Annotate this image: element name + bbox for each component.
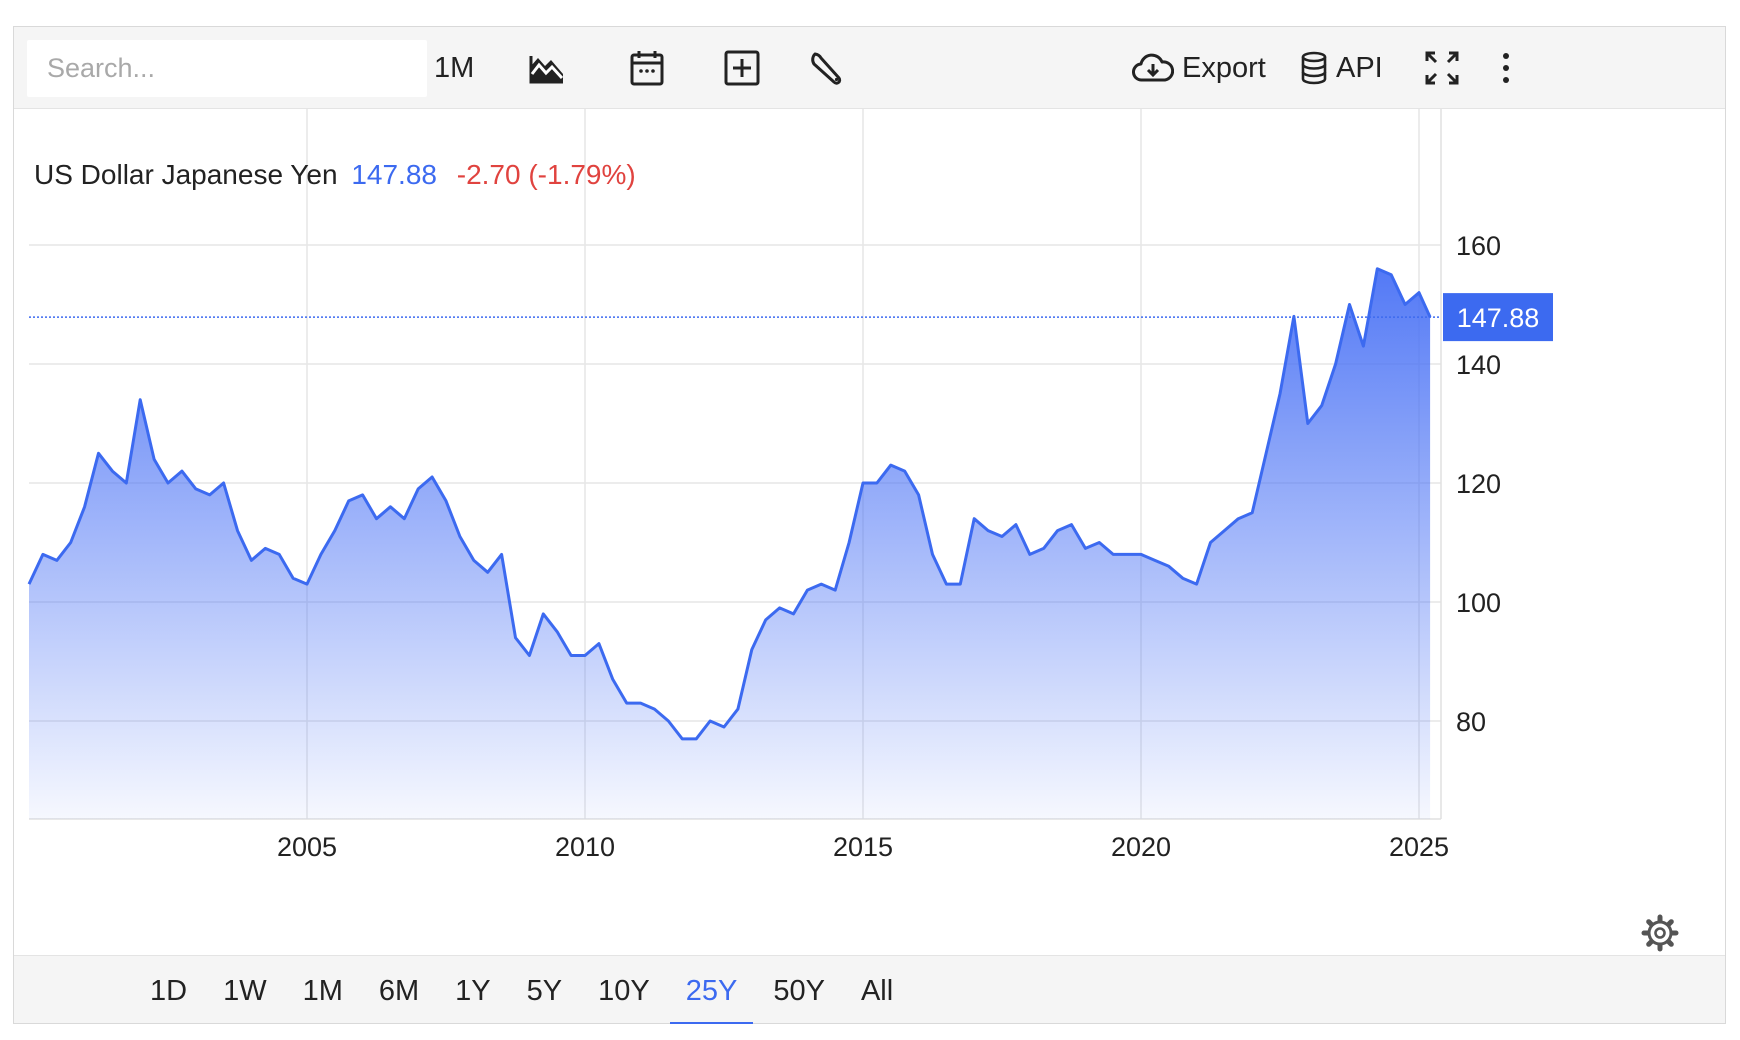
y-tick-label: 140 xyxy=(1456,350,1501,380)
fullscreen-icon xyxy=(1424,50,1460,86)
range-tab-5y[interactable]: 5Y xyxy=(526,975,563,1007)
x-tick-label: 2015 xyxy=(833,832,893,862)
database-icon xyxy=(1300,51,1328,85)
range-tab-50y[interactable]: 50Y xyxy=(773,975,825,1007)
date-range-button[interactable] xyxy=(630,37,664,99)
api-label: API xyxy=(1336,51,1383,84)
toolbar: 1M xyxy=(14,27,1725,109)
fullscreen-button[interactable] xyxy=(1424,37,1460,99)
last-value-badge-label: 147.88 xyxy=(1457,303,1540,333)
search-input[interactable] xyxy=(27,40,427,97)
range-tab-1d[interactable]: 1D xyxy=(150,975,188,1007)
wrench-icon xyxy=(809,50,845,86)
range-tab-1m[interactable]: 1M xyxy=(302,975,343,1007)
y-tick-label: 120 xyxy=(1456,469,1501,499)
chart-type-button[interactable] xyxy=(529,37,565,99)
gear-icon xyxy=(1640,914,1680,957)
x-tick-label: 2025 xyxy=(1389,832,1449,862)
x-tick-label: 2005 xyxy=(277,832,337,862)
y-tick-label: 80 xyxy=(1456,707,1486,737)
indicators-button[interactable] xyxy=(809,37,845,99)
interval-button[interactable]: 1M xyxy=(434,37,474,99)
price-chart[interactable]: 147.88 80 100 120 140 160 2005 2010 2015 2020 2025 xyxy=(14,109,1725,955)
range-tab-1w[interactable]: 1W xyxy=(223,975,267,1007)
x-tick-label: 2010 xyxy=(555,832,615,862)
chart-widget: 1M xyxy=(13,26,1726,1024)
calendar-icon xyxy=(630,50,664,86)
range-tab-all[interactable]: All xyxy=(860,975,894,1007)
y-tick-label: 100 xyxy=(1456,588,1501,618)
chart-settings-button[interactable] xyxy=(1640,913,1680,953)
chart-area: 147.88 80 100 120 140 160 2005 2010 2015 2020 2025… xyxy=(14,109,1725,981)
last-value-badge xyxy=(1443,293,1553,342)
x-tick-label: 2020 xyxy=(1111,832,1171,862)
compare-button[interactable] xyxy=(724,37,760,99)
range-tab-1y[interactable]: 1Y xyxy=(455,975,491,1007)
more-options-button[interactable] xyxy=(1498,37,1514,99)
interval-label: 1M xyxy=(434,51,475,84)
more-icon xyxy=(1498,51,1514,85)
chart-legend: US Dollar Japanese Yen 147.88 -2.70 (-1.… xyxy=(34,159,636,191)
range-tab-10y[interactable]: 10Y xyxy=(598,975,650,1007)
range-selector: 1D 1W 1M 6M 1Y 5Y 10Y 25Y 50Y All xyxy=(14,955,1725,1024)
chart-type-icon xyxy=(529,52,565,84)
series-area xyxy=(29,268,1431,819)
range-tab-25y[interactable]: 25Y xyxy=(669,956,754,1024)
cloud-download-icon xyxy=(1132,52,1174,84)
y-tick-label: 160 xyxy=(1456,231,1501,261)
series-line[interactable] xyxy=(27,267,1432,741)
add-icon xyxy=(724,50,760,86)
range-tab-6m[interactable]: 6M xyxy=(378,975,420,1007)
api-button[interactable]: API xyxy=(1300,37,1383,99)
legend-last-value: 147.88 xyxy=(351,159,437,190)
export-button[interactable]: Export xyxy=(1132,37,1266,99)
range-tabs: 1D 1W 1M 6M 1Y 5Y 10Y 25Y 50Y All xyxy=(134,956,913,1024)
export-label: Export xyxy=(1182,51,1266,84)
legend-series-name: US Dollar Japanese Yen xyxy=(34,159,338,190)
legend-change: -2.70 (-1.79%) xyxy=(456,159,636,190)
